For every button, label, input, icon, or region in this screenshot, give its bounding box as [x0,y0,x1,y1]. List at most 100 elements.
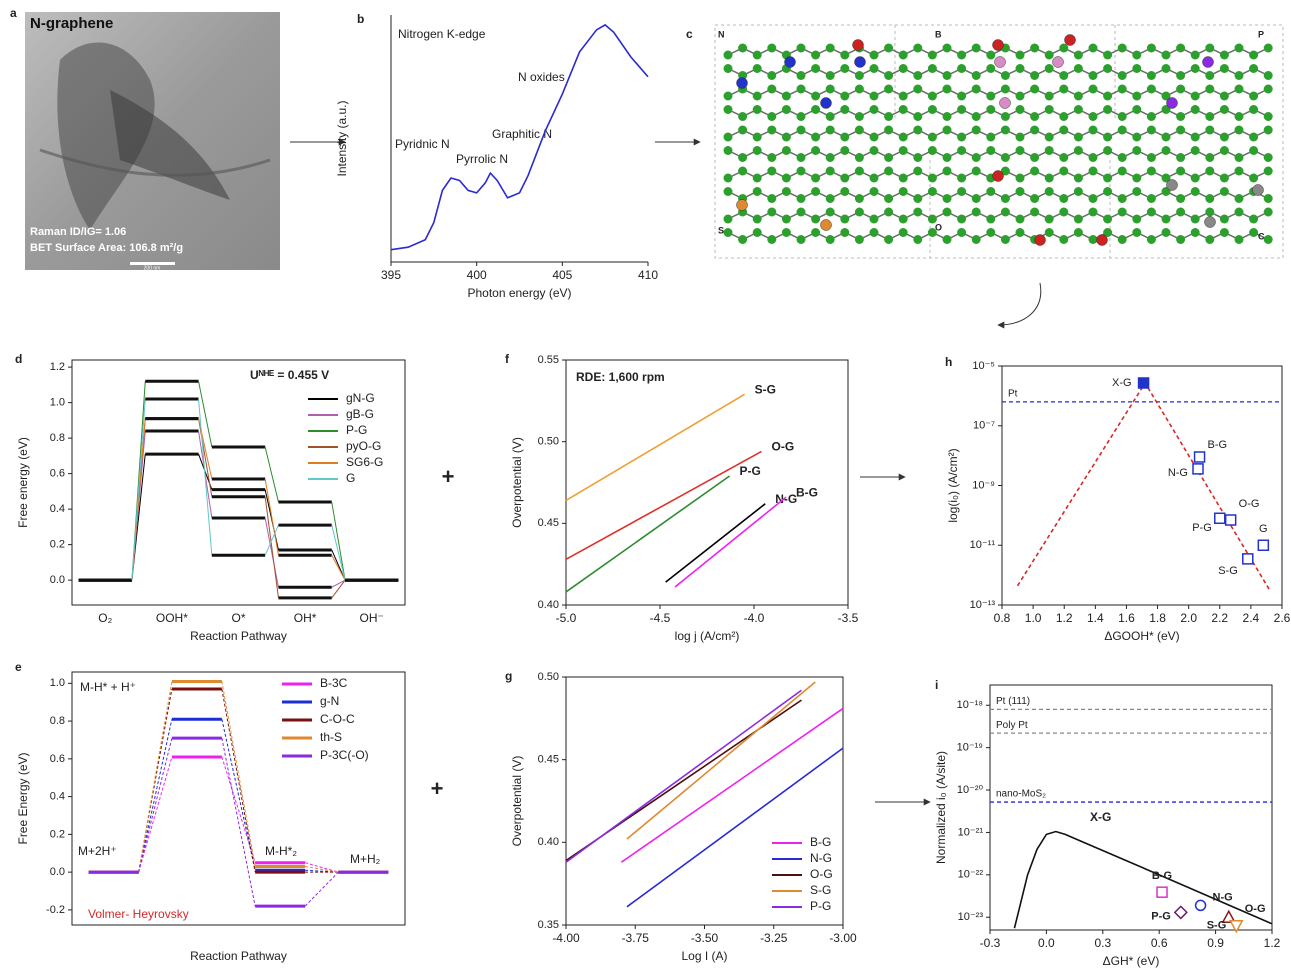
atom [870,146,879,155]
connector [222,738,255,906]
dopant-atom [1097,235,1108,246]
y-axis-label: log(i₀) (A/cm²) [946,448,960,522]
atom [957,174,966,183]
atom [811,228,820,237]
atom [1030,194,1039,203]
x-axis-label: Reaction Pathway [190,949,287,963]
atom [1059,112,1068,121]
atom [899,133,908,142]
atom [899,228,908,237]
annotation: N oxides [518,70,565,84]
legend-label: pyO-G [346,439,381,453]
atom [1264,71,1273,80]
atom [1001,85,1010,94]
dopant-atom [1065,35,1076,46]
atom [986,228,995,237]
connector [222,689,255,872]
atom [840,51,849,60]
atom [840,215,849,224]
atom [797,208,806,217]
annotation: Volmer- Heyrovsky [88,907,189,921]
chart: g-4.00-3.75-3.50-3.25-3.000.350.400.450.… [505,669,857,963]
atom [724,105,733,114]
marker [1157,887,1167,897]
x-tick-label: OH⁻ [360,611,384,625]
atom [1162,64,1171,73]
y-tick-label: 1.0 [50,397,65,409]
panel-label: h [945,355,952,369]
atom [870,64,879,73]
line [675,497,786,587]
atom [884,235,893,244]
trend-curve [1018,383,1270,590]
atom [1176,112,1185,121]
atom [870,105,879,114]
atom [884,71,893,80]
atom [1001,126,1010,135]
atom [1045,105,1054,114]
reference-label: Pt [1008,389,1018,400]
y-tick-label: 0.40 [538,836,559,848]
marker [1258,540,1268,550]
dopant-atom [995,57,1006,68]
atom [797,153,806,162]
x-tick-label: OOH* [156,611,188,625]
trend-curve [1014,832,1272,929]
atom [1103,92,1112,101]
atom [928,105,937,114]
point-label: P-G [1151,910,1171,922]
atom [1118,71,1127,80]
atom [811,146,820,155]
annotation: Pyrrolic N [456,152,508,166]
atom [724,146,733,155]
x-tick-label: -0.3 [980,936,1001,950]
chart: i-0.30.00.30.60.91.210⁻²³10⁻²²10⁻²¹10⁻²⁰… [934,678,1280,968]
atom [811,64,820,73]
atom [1191,215,1200,224]
atom [753,174,762,183]
page: {"image_panel": {"label": "a", "title": … [0,0,1291,977]
y-tick-label: 10⁻²⁰ [957,784,984,796]
annotation: Graphitic N [492,127,552,141]
y-tick-label: 0.6 [50,468,65,480]
atom [782,105,791,114]
atom [1249,215,1258,224]
atom [986,64,995,73]
atom [928,92,937,101]
atom [1089,126,1098,135]
atom [928,133,937,142]
atom [826,208,835,217]
atom [855,126,864,135]
atom [943,167,952,176]
atom [1220,228,1229,237]
atom [943,126,952,135]
atom [1249,51,1258,60]
atom [753,51,762,60]
atom [797,194,806,203]
atom [1132,51,1141,60]
atom [1220,146,1229,155]
plot-frame [566,360,848,605]
plot-frame [72,672,405,925]
series-label: P-G [740,464,761,478]
connector [265,497,278,598]
arrows [290,142,1041,802]
atom [986,133,995,142]
atom [1235,126,1244,135]
category-label: M-H*₂ [265,844,297,858]
atom [1074,228,1083,237]
atom [1118,153,1127,162]
plot-frame [566,677,843,925]
point-label: N-G [1213,891,1233,903]
atom [1176,194,1185,203]
y-tick-label: 10⁻²² [958,869,984,881]
atom [943,85,952,94]
atom [811,51,820,60]
atom [972,71,981,80]
dopant-atom [785,57,796,68]
dopant-label: O [935,222,942,232]
atom [972,112,981,121]
atom [1264,126,1273,135]
atom [1118,126,1127,135]
atom [1235,85,1244,94]
